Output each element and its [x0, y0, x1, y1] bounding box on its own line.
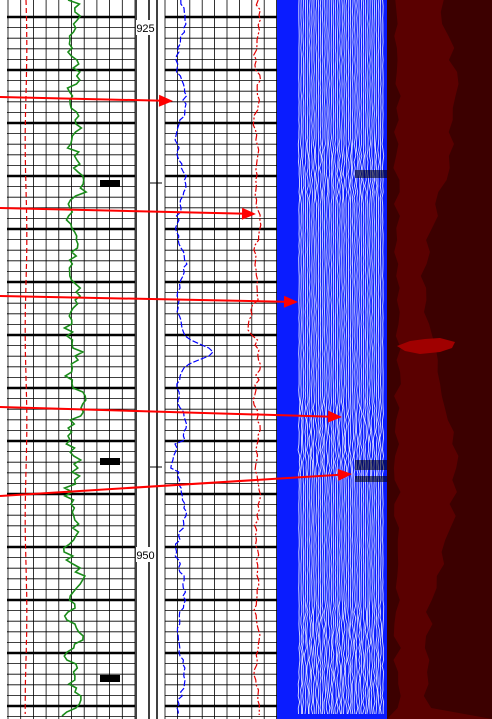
core-sample-marker: [100, 675, 120, 682]
image-trace: [366, 0, 370, 715]
image-trace: [364, 0, 367, 715]
image-track-bright-patch: [397, 338, 455, 354]
depth-track: 925 950: [135, 0, 165, 719]
image-track-dark-shade-right: [420, 0, 492, 719]
annotation-arrow-line: [0, 96, 160, 102]
image-trace: [325, 0, 329, 715]
image-trace: [381, 0, 385, 714]
image-track-blue: [277, 0, 387, 719]
image-trace: [351, 0, 355, 715]
image-track-dark-shade-left: [387, 0, 401, 719]
image-trace: [370, 0, 374, 715]
red-dashed-curve-track-1: [24, 0, 28, 714]
image-trace: [340, 0, 344, 715]
image-trace: [379, 0, 382, 715]
image-track-blue-background: [277, 0, 387, 719]
image-trace: [301, 0, 305, 715]
image-trace: [312, 0, 316, 715]
image-trace: [342, 0, 346, 715]
blue-dashed-curve: [170, 0, 214, 717]
image-trace: [299, 0, 303, 714]
annotation-arrow-line: [0, 473, 339, 497]
image-trace: [336, 0, 339, 715]
core-sample-markers: [100, 180, 120, 682]
image-trace: [362, 0, 365, 715]
image-trace: [332, 0, 335, 715]
annotation-arrowhead: [241, 207, 256, 220]
depth-track-background: [135, 0, 165, 719]
image-trace: [344, 0, 348, 715]
image-trace: [349, 0, 352, 715]
image-trace: [372, 0, 376, 715]
image-trace: [297, 0, 301, 715]
depth-label-950-background: [136, 547, 155, 562]
image-trace: [334, 0, 337, 715]
depth-label-925: 925: [136, 23, 154, 35]
annotation-arrowhead: [283, 295, 298, 308]
image-trace: [360, 0, 363, 715]
image-trace: [347, 0, 350, 715]
core-sample-marker: [100, 458, 120, 465]
image-trace: [338, 0, 342, 715]
red-dashdot-curve: [247, 0, 262, 716]
image-trace: [321, 0, 324, 714]
image-trace: [310, 0, 314, 715]
image-trace: [319, 0, 322, 715]
annotation-arrowhead: [337, 468, 352, 481]
annotation-arrowhead: [158, 94, 173, 107]
image-trace: [353, 0, 357, 715]
annotation-arrows: [0, 94, 352, 497]
core-sample-marker: [100, 180, 120, 187]
image-trace: [377, 0, 380, 715]
image-trace: [327, 0, 331, 715]
image-trace: [375, 0, 378, 715]
image-trace: [314, 0, 318, 715]
image-trace: [308, 0, 312, 715]
annotation-arrow-line: [0, 295, 285, 303]
image-trace: [304, 0, 307, 715]
image-track-dark: [387, 0, 492, 719]
image-trace: [355, 0, 359, 715]
image-dark-band: [355, 170, 387, 178]
image-trace: [368, 0, 372, 715]
image-trace: [306, 0, 309, 715]
image-dark-band: [355, 460, 387, 470]
track-1: [7, 0, 136, 719]
gamma-ray-curve: [61, 0, 88, 717]
track-2-background: [165, 0, 277, 719]
annotation-arrow-line: [0, 406, 329, 418]
image-trace: [323, 0, 327, 715]
image-track-traces: [297, 0, 387, 715]
image-trace: [317, 0, 320, 715]
depth-label-950: 950: [136, 550, 154, 562]
annotation-arrowhead: [327, 410, 342, 423]
depth-label-925-background: [136, 20, 155, 35]
annotation-arrow-line: [0, 207, 243, 215]
image-trace: [358, 0, 361, 715]
image-dark-band: [355, 476, 387, 482]
image-trace: [329, 0, 333, 715]
track-2: [164, 0, 278, 719]
